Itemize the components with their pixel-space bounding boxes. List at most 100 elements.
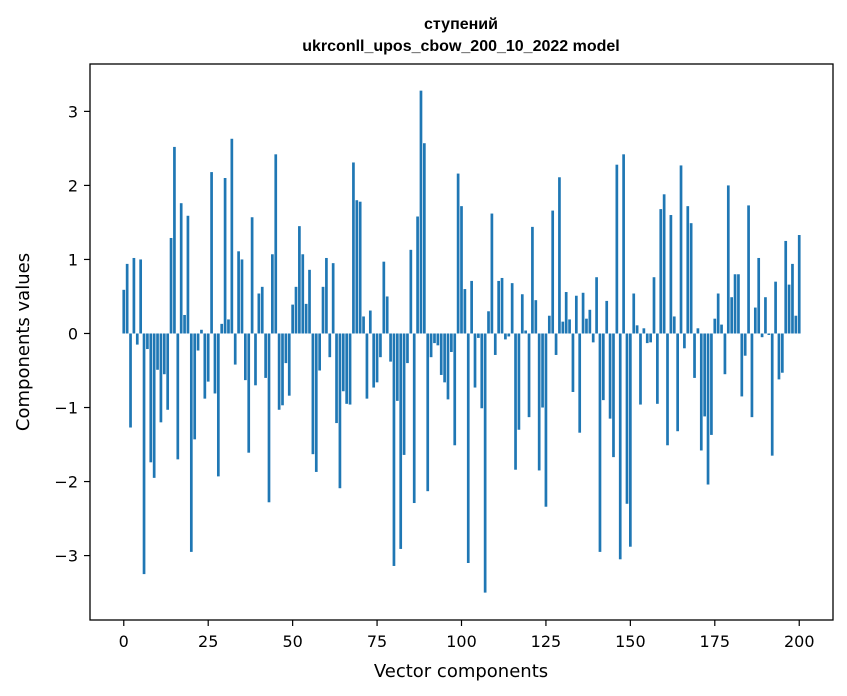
- bar: [679, 165, 683, 334]
- bar: [605, 300, 609, 334]
- bar: [183, 314, 186, 334]
- bar: [125, 263, 129, 334]
- bar: [676, 333, 679, 432]
- bar: [264, 333, 267, 378]
- y-tick-label: 0: [68, 324, 78, 343]
- bar: [368, 310, 372, 334]
- x-tick-label: 175: [700, 632, 731, 651]
- bar: [382, 261, 386, 334]
- bar: [490, 213, 494, 334]
- bar: [281, 333, 284, 406]
- bar: [662, 194, 666, 334]
- bar: [267, 333, 271, 503]
- bar: [784, 240, 788, 334]
- bar: [683, 333, 686, 349]
- y-axis-ticks: −3 −2 −1 0 1 2 3: [54, 102, 90, 566]
- bar: [271, 254, 274, 334]
- bar: [473, 333, 477, 388]
- bar: [301, 254, 305, 334]
- bar: [585, 318, 588, 334]
- bar: [672, 316, 676, 334]
- bar: [189, 333, 193, 552]
- bar: [237, 251, 240, 334]
- bar: [696, 328, 700, 334]
- bar: [622, 154, 625, 334]
- bar: [554, 333, 558, 355]
- bar: [277, 333, 281, 410]
- bar: [564, 292, 568, 334]
- bar: [186, 215, 190, 334]
- bar: [429, 333, 433, 358]
- bar: [284, 333, 288, 364]
- bar: [547, 315, 551, 334]
- bar: [703, 333, 707, 417]
- bar: [206, 333, 210, 382]
- bar: [439, 333, 443, 375]
- bar: [247, 333, 251, 453]
- bar: [345, 333, 349, 404]
- bar: [210, 172, 213, 334]
- bar: [551, 210, 555, 334]
- bar: [453, 333, 457, 446]
- bar: [132, 257, 136, 334]
- bar: [129, 333, 132, 428]
- bar: [419, 90, 423, 334]
- bar: [588, 309, 592, 334]
- bar: [335, 333, 338, 424]
- bar: [595, 277, 598, 334]
- bar: [720, 324, 723, 334]
- bar: [574, 295, 578, 334]
- bar: [797, 235, 801, 334]
- bar: [230, 138, 234, 334]
- bar: [122, 289, 126, 334]
- bar: [480, 333, 484, 409]
- bar: [483, 333, 487, 593]
- bar: [395, 333, 399, 401]
- y-tick-label: −2: [54, 473, 78, 492]
- bar: [625, 333, 629, 504]
- bar: [477, 333, 480, 338]
- bar: [423, 143, 426, 334]
- bar: [358, 201, 362, 334]
- bar: [173, 146, 176, 334]
- bar: [142, 333, 146, 575]
- bar: [196, 333, 200, 351]
- bar: [656, 333, 659, 404]
- y-tick-label: 3: [68, 102, 78, 121]
- bar: [571, 333, 575, 392]
- bars-group: [122, 90, 801, 593]
- bar: [520, 294, 524, 334]
- bar: [581, 292, 585, 334]
- bar: [325, 257, 328, 334]
- bar: [362, 316, 365, 334]
- bar: [747, 205, 750, 334]
- bar: [497, 280, 500, 334]
- bar: [652, 277, 656, 334]
- bar: [291, 304, 294, 334]
- bar: [794, 315, 798, 334]
- bar: [365, 333, 369, 399]
- bar: [737, 274, 740, 334]
- bar: [493, 333, 497, 355]
- bar: [578, 333, 582, 433]
- bar: [504, 333, 507, 340]
- bar: [757, 257, 761, 334]
- bar: [740, 333, 744, 397]
- bar: [166, 333, 170, 410]
- bar: [308, 269, 311, 334]
- bar: [446, 333, 450, 400]
- bar: [635, 325, 639, 334]
- bar: [514, 333, 517, 470]
- bar: [254, 333, 257, 386]
- bar: [298, 226, 301, 334]
- bar: [213, 333, 217, 394]
- bar: [470, 280, 473, 334]
- x-tick-label: 100: [446, 632, 477, 651]
- bar: [456, 173, 460, 334]
- bar: [632, 293, 636, 334]
- bar: [193, 333, 197, 440]
- bar: [240, 259, 244, 334]
- bar: [156, 333, 159, 370]
- bar: [487, 311, 490, 334]
- bar: [568, 319, 571, 334]
